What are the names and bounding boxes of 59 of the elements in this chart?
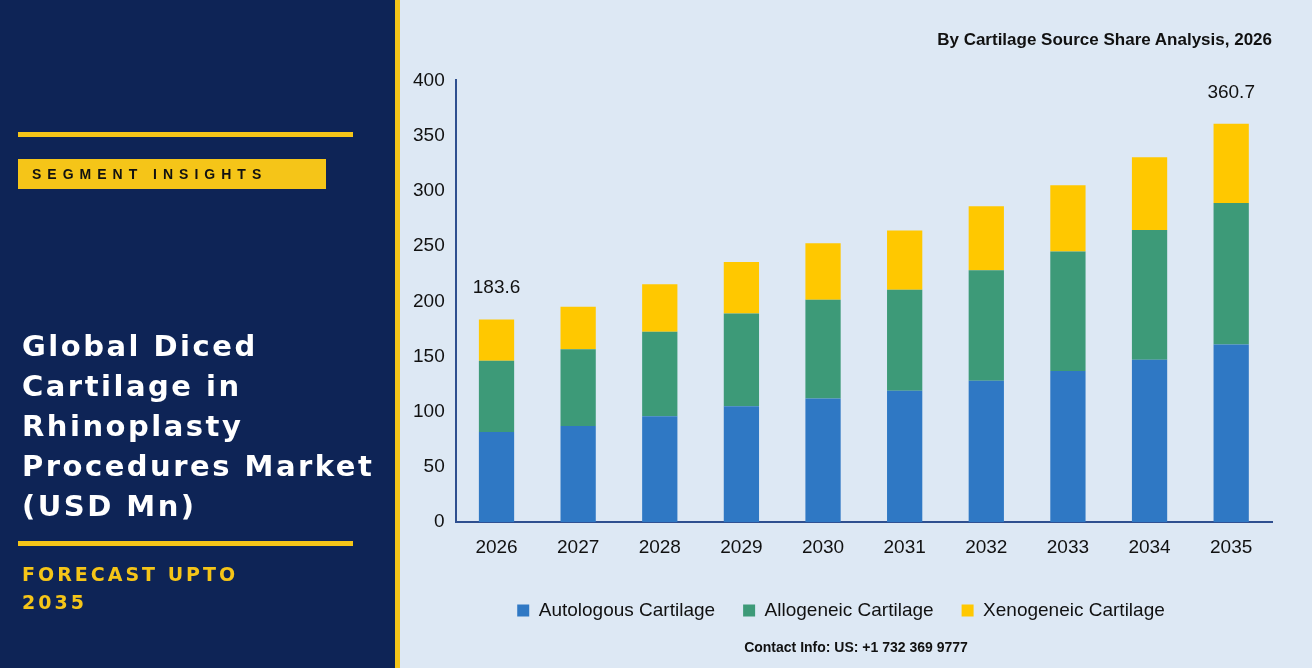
bar — [642, 284, 678, 332]
x-tick-label: 2027 — [557, 535, 600, 557]
total-label: 183.6 — [472, 276, 521, 298]
legend-label: Allogeneic Cartilage — [764, 598, 934, 620]
legend-label: Autologous Cartilage — [538, 598, 716, 620]
bar — [805, 299, 841, 399]
y-tick-label: 250 — [413, 234, 445, 256]
bar — [1050, 370, 1086, 523]
x-tick-label: 2028 — [638, 535, 681, 557]
bar — [968, 206, 1004, 271]
x-tick-label: 2029 — [720, 535, 763, 557]
bar — [1050, 185, 1086, 252]
bar — [1213, 344, 1249, 523]
y-tick-label: 400 — [413, 68, 445, 90]
bar — [805, 243, 841, 300]
bar — [478, 360, 515, 433]
x-tick-label: 2032 — [965, 535, 1008, 557]
y-tick-label: 150 — [413, 344, 445, 366]
y-tick-label: 100 — [413, 399, 445, 421]
y-tick-label: 350 — [413, 123, 445, 145]
bar — [642, 416, 678, 523]
total-label: 360.7 — [1207, 80, 1255, 102]
bar — [642, 331, 678, 417]
bar — [560, 349, 596, 427]
y-tick-label: 200 — [413, 289, 445, 311]
text: Contact Info: US: +1 732 369 9777 — [743, 639, 969, 655]
bar — [723, 262, 760, 314]
chart-subtitle: By Cartilage Source Share Analysis, 2026 — [937, 29, 1272, 49]
legend-label: Xenogeneic Cartilage — [983, 598, 1165, 620]
x-tick-label: 2031 — [883, 535, 926, 557]
bar — [478, 432, 515, 523]
bar — [1131, 359, 1168, 523]
bar — [560, 306, 596, 350]
y-tick-label: 0 — [434, 510, 445, 532]
bar — [723, 313, 760, 407]
x-tick-label: 2033 — [1046, 535, 1090, 557]
bar — [887, 390, 923, 523]
bar — [887, 289, 923, 391]
bar — [560, 426, 596, 523]
bar — [1050, 251, 1086, 371]
bar — [723, 406, 760, 523]
bar — [1213, 123, 1249, 203]
bar — [887, 230, 923, 290]
text: FORECAST UPTO 2035 — [22, 562, 240, 615]
x-tick-label: 2035 — [1210, 535, 1253, 557]
x-tick-label: 2034 — [1128, 535, 1172, 557]
bar — [805, 398, 841, 523]
bar — [1131, 157, 1168, 231]
x-tick-label: 2030 — [801, 535, 845, 557]
x-tick-label: 2026 — [475, 535, 518, 557]
bar — [1131, 230, 1168, 360]
y-tick-label: 300 — [413, 179, 445, 201]
bar — [1213, 203, 1249, 345]
bar — [968, 270, 1004, 381]
text: Global Diced Cartilage in Rhinoplasty Procedures Market (USD Mn) — [22, 328, 376, 525]
bar — [968, 380, 1004, 523]
text: SEGMENT INSIGHTS — [18, 159, 326, 189]
y-tick-label: 50 — [423, 455, 445, 477]
bar — [478, 319, 515, 361]
